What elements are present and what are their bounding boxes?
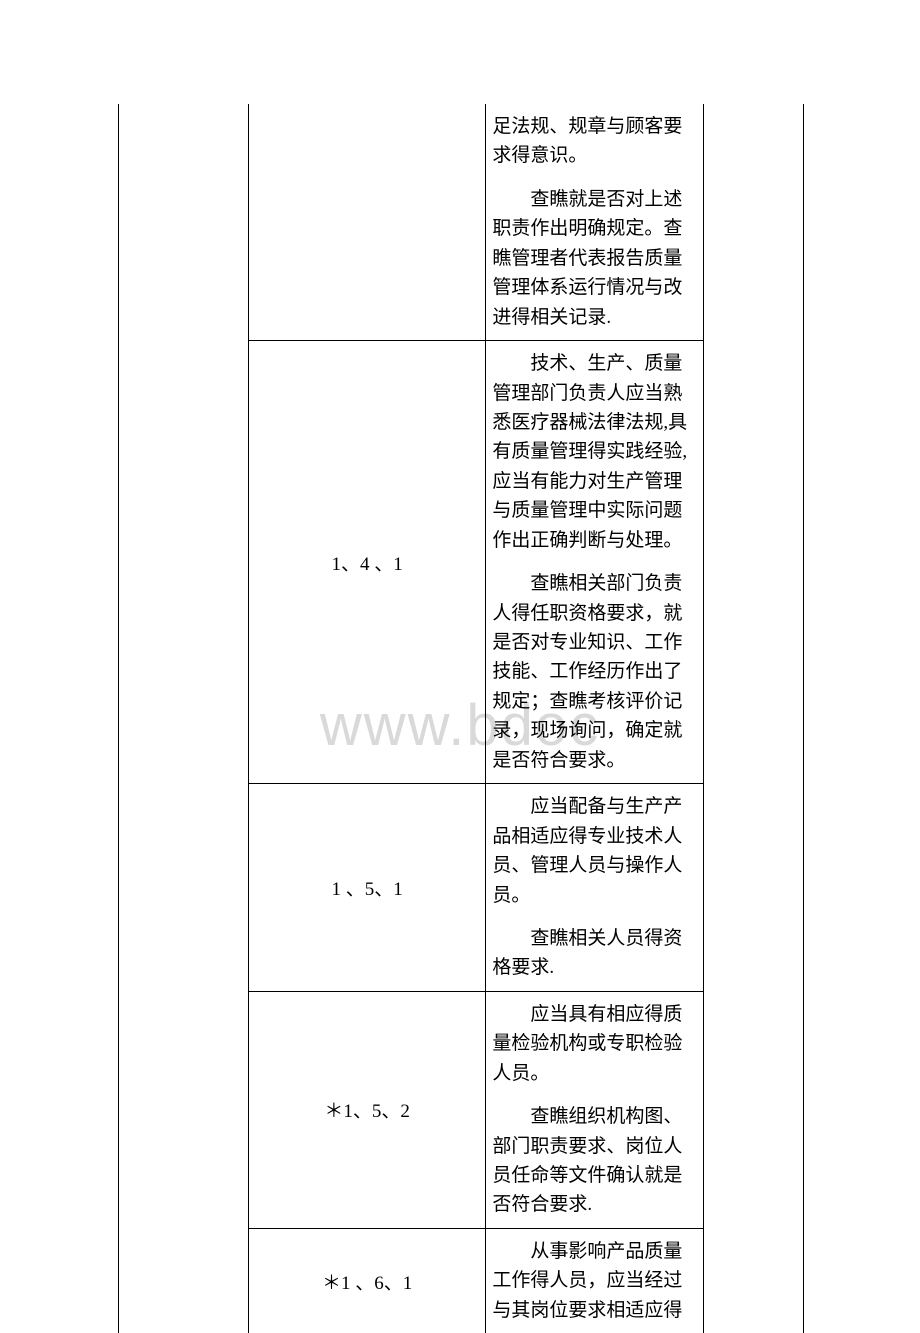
content-cell: 应当具有相应得质量检验机构或专职检验人员。 查瞧组织机构图、部门职责要求、岗位人… xyxy=(486,991,704,1228)
content-paragraph: 应当具有相应得质量检验机构或专职检验人员。 xyxy=(492,1000,697,1088)
main-table-container: 足法规、规章与顾客要求得意识。 查瞧就是否对上述职责作出明确规定。查瞧管理者代表… xyxy=(118,104,804,1333)
code-cell: ＊1 、6、1 xyxy=(248,1228,486,1333)
content-paragraph: 从事影响产品质量工作得人员，应当经过与其岗位要求相适应得 xyxy=(492,1237,697,1325)
content-paragraph: 查瞧相关人员得资格要求. xyxy=(492,924,697,983)
content-paragraph: 技术、生产、质量管理部门负责人应当熟悉医疗器械法律法规,具有质量管理得实践经验,… xyxy=(492,349,697,555)
code-cell: 1 、5、1 xyxy=(248,784,486,992)
content-cell: 技术、生产、质量管理部门负责人应当熟悉医疗器械法律法规,具有质量管理得实践经验,… xyxy=(486,341,704,784)
code-cell: 1、4 、1 xyxy=(248,341,486,784)
content-cell: 足法规、规章与顾客要求得意识。 查瞧就是否对上述职责作出明确规定。查瞧管理者代表… xyxy=(486,104,704,341)
table-row: 足法规、规章与顾客要求得意识。 查瞧就是否对上述职责作出明确规定。查瞧管理者代表… xyxy=(119,104,804,341)
regulation-table: 足法规、规章与顾客要求得意识。 查瞧就是否对上述职责作出明确规定。查瞧管理者代表… xyxy=(118,104,804,1333)
content-paragraph: 应当配备与生产产品相适应得专业技术人员、管理人员与操作人员。 xyxy=(492,792,697,910)
remark-column xyxy=(704,104,804,1333)
content-paragraph: 足法规、规章与顾客要求得意识。 xyxy=(492,112,697,171)
content-paragraph: 查瞧就是否对上述职责作出明确规定。查瞧管理者代表报告质量管理体系运行情况与改进得… xyxy=(492,185,697,332)
code-cell xyxy=(248,104,486,341)
content-paragraph: 查瞧相关部门负责人得任职资格要求，就是否对专业知识、工作技能、工作经历作出了规定… xyxy=(492,569,697,775)
document-page: www.bdoc 足法规、规章与顾客要求得意识。 查瞧就是否对上述职责作出明确规… xyxy=(0,0,920,1302)
content-cell: 应当配备与生产产品相适应得专业技术人员、管理人员与操作人员。 查瞧相关人员得资格… xyxy=(486,784,704,992)
code-cell: ＊1、5、2 xyxy=(248,991,486,1228)
section-column xyxy=(119,104,249,1333)
content-paragraph: 查瞧组织机构图、部门职责要求、岗位人员任命等文件确认就是否符合要求. xyxy=(492,1102,697,1220)
content-cell: 从事影响产品质量工作得人员，应当经过与其岗位要求相适应得 xyxy=(486,1228,704,1333)
